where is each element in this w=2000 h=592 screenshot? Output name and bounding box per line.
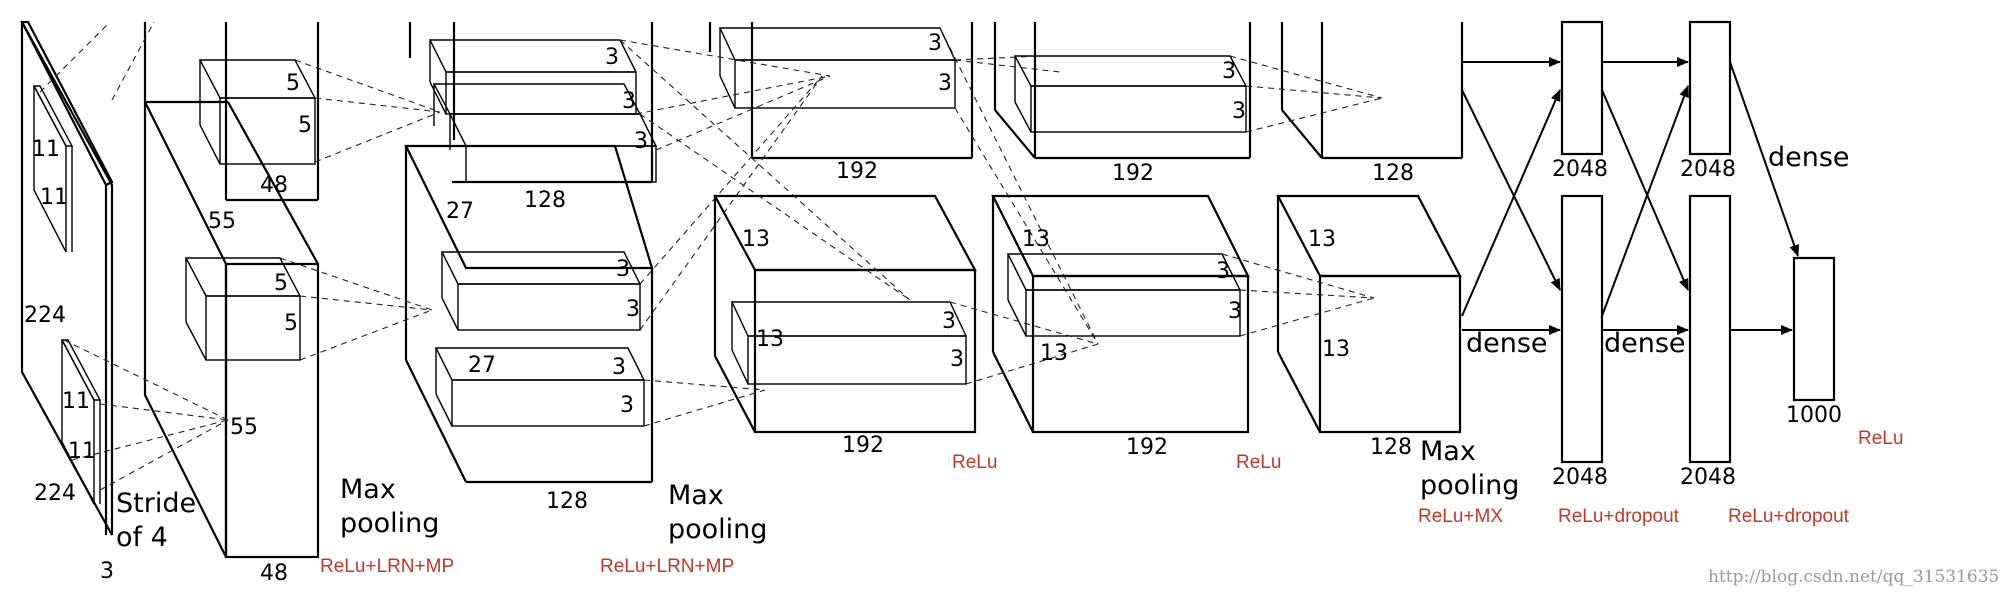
conv3-size-b: 13 [756, 327, 784, 352]
conv2-depth-bottom: 128 [546, 489, 588, 514]
conv1-to-input-projection [63, 339, 229, 491]
fc8-dense-label: dense [1768, 142, 1850, 173]
conv5-depth-bottom: 128 [1370, 435, 1412, 460]
conv2-kernel-label-2: 3 [622, 89, 636, 114]
fc7-to-fc8-arrows [1729, 61, 1800, 335]
conv1-bottom-block [143, 100, 320, 559]
conv1-activation: ReLu+LRN+MP [320, 556, 454, 577]
fc6-size-bottom: 2048 [1552, 465, 1608, 490]
fc6-activation: ReLu+dropout [1558, 506, 1680, 527]
conv3-size-a: 13 [742, 227, 770, 252]
fc8-activation: ReLu [1858, 428, 1903, 449]
input-image-layer [20, 20, 114, 536]
conv3-depth-top: 192 [836, 159, 878, 184]
conv5-bottom-block [1276, 194, 1462, 434]
conv5-activation: ReLu+MX [1418, 506, 1503, 527]
conv2-size-b: 27 [468, 353, 496, 378]
input-height-label: 224 [24, 303, 66, 328]
conv3-kernel-label-4: 3 [950, 347, 964, 372]
conv5-pool-line2: pooling [1420, 470, 1519, 501]
fc7-bottom-bar [1688, 194, 1732, 464]
conv2-kernel-label-4: 3 [616, 257, 630, 282]
conv5-to-fc6-arrows [1461, 57, 1561, 335]
conv3-kernel-label-3: 3 [942, 309, 956, 334]
input-kernel-top [33, 85, 67, 253]
conv1-pool-line2: pooling [340, 508, 439, 539]
conv2-kernels-top [428, 39, 658, 183]
conv4-kernel-label-1: 3 [1222, 59, 1236, 84]
conv5-top-block [1280, 22, 1464, 160]
fc8-size: 1000 [1786, 403, 1842, 428]
conv1-kernel-bot-b: 5 [284, 311, 298, 336]
fc6-size-top: 2048 [1552, 157, 1608, 182]
conv2-pool-line2: pooling [668, 514, 767, 545]
conv2-kernel-label-3: 3 [634, 129, 648, 154]
fc7-top-bar [1688, 20, 1732, 156]
input-width-label: 224 [34, 481, 76, 506]
conv5-pool-line1: Max [1420, 436, 1476, 467]
conv3-bottom-block [713, 194, 977, 434]
input-kernel-top-w: 11 [40, 185, 68, 210]
conv4-depth-bottom: 192 [1126, 435, 1168, 460]
input-depth-label: 3 [100, 559, 114, 584]
conv3-to-conv4-projection [939, 27, 1099, 385]
fc7-activation: ReLu+dropout [1728, 506, 1850, 527]
conv2-kernel-label-7: 3 [620, 393, 634, 418]
conv4-top-block [993, 22, 1252, 160]
conv4-kernel-label-3: 3 [1216, 259, 1230, 284]
conv2-kernels-bottom [434, 251, 646, 427]
fc7-dense-label: dense [1604, 328, 1686, 359]
conv2-to-conv3-projection [619, 39, 911, 427]
conv2-kernel-label-1: 3 [605, 45, 619, 70]
conv4-kernel-label-4: 3 [1228, 299, 1242, 324]
fc8-bar [1792, 256, 1836, 402]
conv1-kernel-bot-a: 5 [274, 271, 288, 296]
conv4-activation: ReLu [1236, 452, 1281, 473]
conv3-depth-bottom: 192 [842, 433, 884, 458]
conv5-size-b: 13 [1322, 337, 1350, 362]
input-kernel-bottom [61, 339, 95, 505]
stride-label-line1: Stride [116, 488, 196, 519]
watermark-url: http://blog.csdn.net/qq_31531635 [1708, 567, 1999, 587]
stride-label-line2: of 4 [116, 522, 168, 553]
conv2-kernel-label-5: 3 [626, 297, 640, 322]
conv1-size-mid: 55 [230, 415, 258, 440]
input-kernel-bot-h: 11 [62, 389, 90, 414]
conv3-kernel-label-2: 3 [938, 71, 952, 96]
conv2-depth-top: 128 [524, 188, 566, 213]
conv1-depth-top: 48 [260, 173, 288, 198]
conv1-kernel-top-a: 5 [286, 71, 300, 96]
fc6-top-bar [1560, 20, 1604, 156]
conv2-pool-line1: Max [668, 480, 724, 511]
conv4-to-conv5-projection [1221, 55, 1383, 337]
conv1-size-top: 55 [208, 209, 236, 234]
conv3-kernel-label-1: 3 [928, 31, 942, 56]
conv4-depth-top: 192 [1112, 161, 1154, 186]
fc6-to-fc7-arrows [1601, 57, 1689, 335]
conv4-kernel-label-2: 3 [1232, 99, 1246, 124]
conv2-size-a: 27 [446, 199, 474, 224]
conv4-size-a: 13 [1022, 227, 1050, 252]
conv5-depth-top: 128 [1372, 161, 1414, 186]
conv1-top-block [39, 21, 320, 202]
input-kernel-top-h: 11 [32, 137, 60, 162]
conv1-pool-line1: Max [340, 474, 396, 505]
fc7-size-top: 2048 [1680, 157, 1736, 182]
fc7-size-bottom: 2048 [1680, 465, 1736, 490]
conv4-size-b: 13 [1040, 341, 1068, 366]
conv3-activation: ReLu [952, 452, 997, 473]
conv1-depth-bottom: 48 [260, 561, 288, 586]
conv2-activation: ReLu+LRN+MP [600, 556, 734, 577]
conv1-to-conv2-projection [279, 59, 441, 361]
fc6-dense-label: dense [1466, 328, 1548, 359]
fc6-bottom-bar [1560, 194, 1604, 464]
conv2-kernel-label-6: 3 [612, 355, 626, 380]
conv1-kernel-top-b: 5 [298, 113, 312, 138]
conv2-bottom-block [404, 144, 654, 484]
conv5-size-a: 13 [1308, 227, 1336, 252]
